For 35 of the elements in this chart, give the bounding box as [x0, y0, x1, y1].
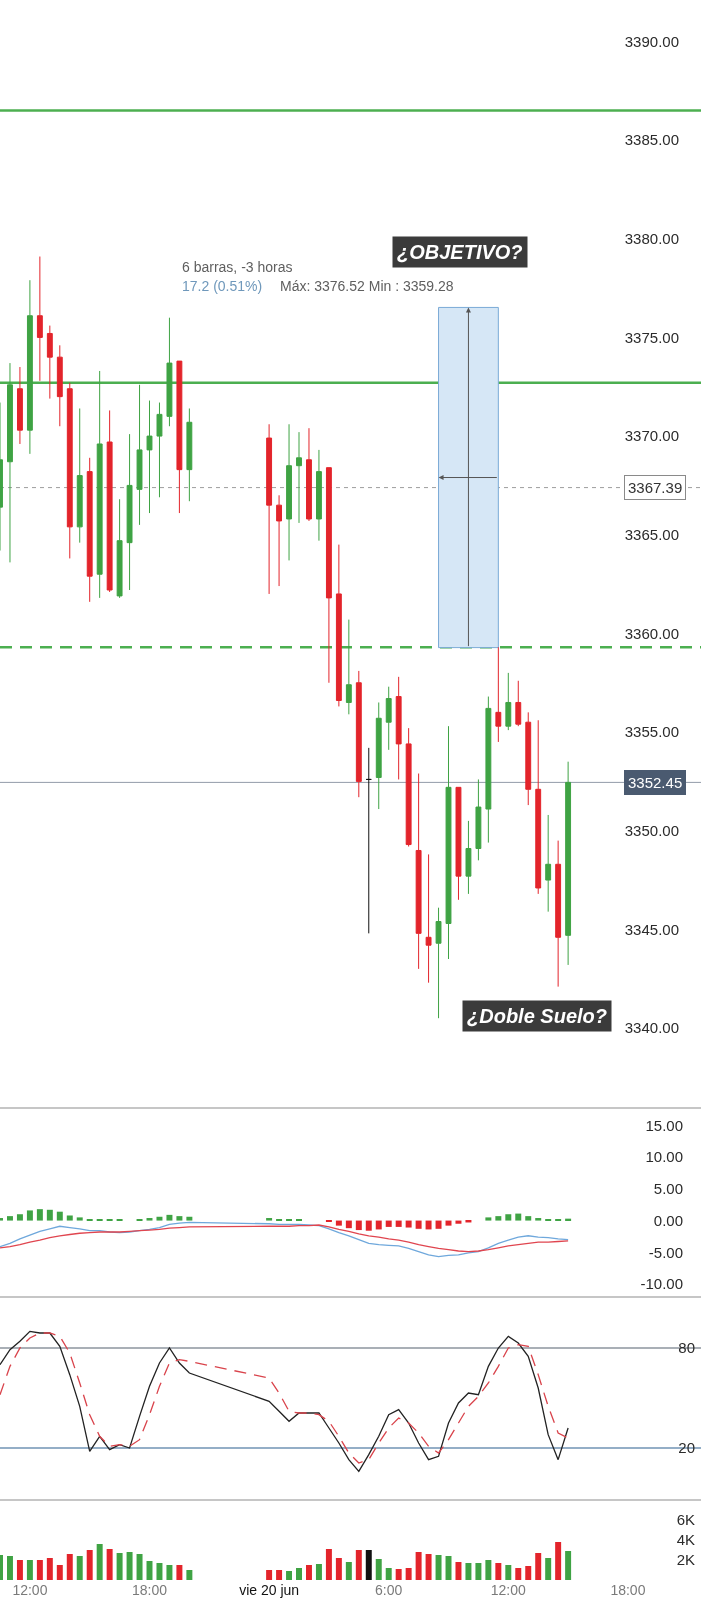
- annotation: ¿OBJETIVO?: [397, 241, 523, 263]
- y-tick-label: 3385.00: [624, 131, 679, 149]
- y-tick-label: 3350.00: [624, 821, 679, 839]
- y-tick-label: 10.00: [645, 1148, 683, 1166]
- x-tick-label: 6:00: [375, 1582, 403, 1598]
- y-tick-label: 3380.00: [624, 230, 679, 248]
- y-tick-label: 6K: [676, 1511, 695, 1529]
- y-tick-label: 80: [678, 1339, 695, 1357]
- y-tick-label: 0.00: [653, 1211, 683, 1229]
- y-tick-label: 3355.00: [624, 723, 679, 741]
- y-tick-label: 5.00: [653, 1180, 683, 1198]
- y-tick-label: 3345.00: [624, 920, 679, 938]
- y-tick-label: 20: [678, 1439, 695, 1457]
- y-tick-label: 3340.00: [624, 1019, 679, 1037]
- y-tick-label: 3360.00: [624, 624, 679, 642]
- x-tick-label: 18:00: [610, 1582, 646, 1598]
- annotation: Máx: 3376.52 Min : 3359.28: [280, 278, 454, 294]
- x-tick-label: 12:00: [490, 1582, 527, 1598]
- y-tick-label: 3365.00: [624, 526, 679, 543]
- annotation: ¿Doble Suelo?: [467, 1005, 607, 1027]
- annotation: 17.2 (0.51%): [182, 278, 263, 294]
- y-tick-label: -5.00: [648, 1243, 683, 1261]
- annotation: 6 barras, -3 horas: [182, 259, 293, 275]
- x-tick-label: 18:00: [131, 1582, 168, 1598]
- x-tick-label: 12:00: [12, 1582, 48, 1598]
- x-tick-label: vie 20 jun: [239, 1582, 300, 1598]
- y-tick-label: 15.00: [645, 1116, 683, 1134]
- ref-line-label: 3352.45: [628, 774, 683, 791]
- y-tick-label: 4K: [676, 1531, 695, 1549]
- ref-line-label: 3367.39: [628, 479, 683, 496]
- y-tick-label: 2K: [676, 1551, 695, 1569]
- y-tick-label: -10.00: [640, 1275, 683, 1293]
- y-tick-label: 3370.00: [624, 427, 679, 445]
- y-tick-label: 3390.00: [624, 32, 679, 50]
- y-tick-label: 3375.00: [624, 328, 679, 346]
